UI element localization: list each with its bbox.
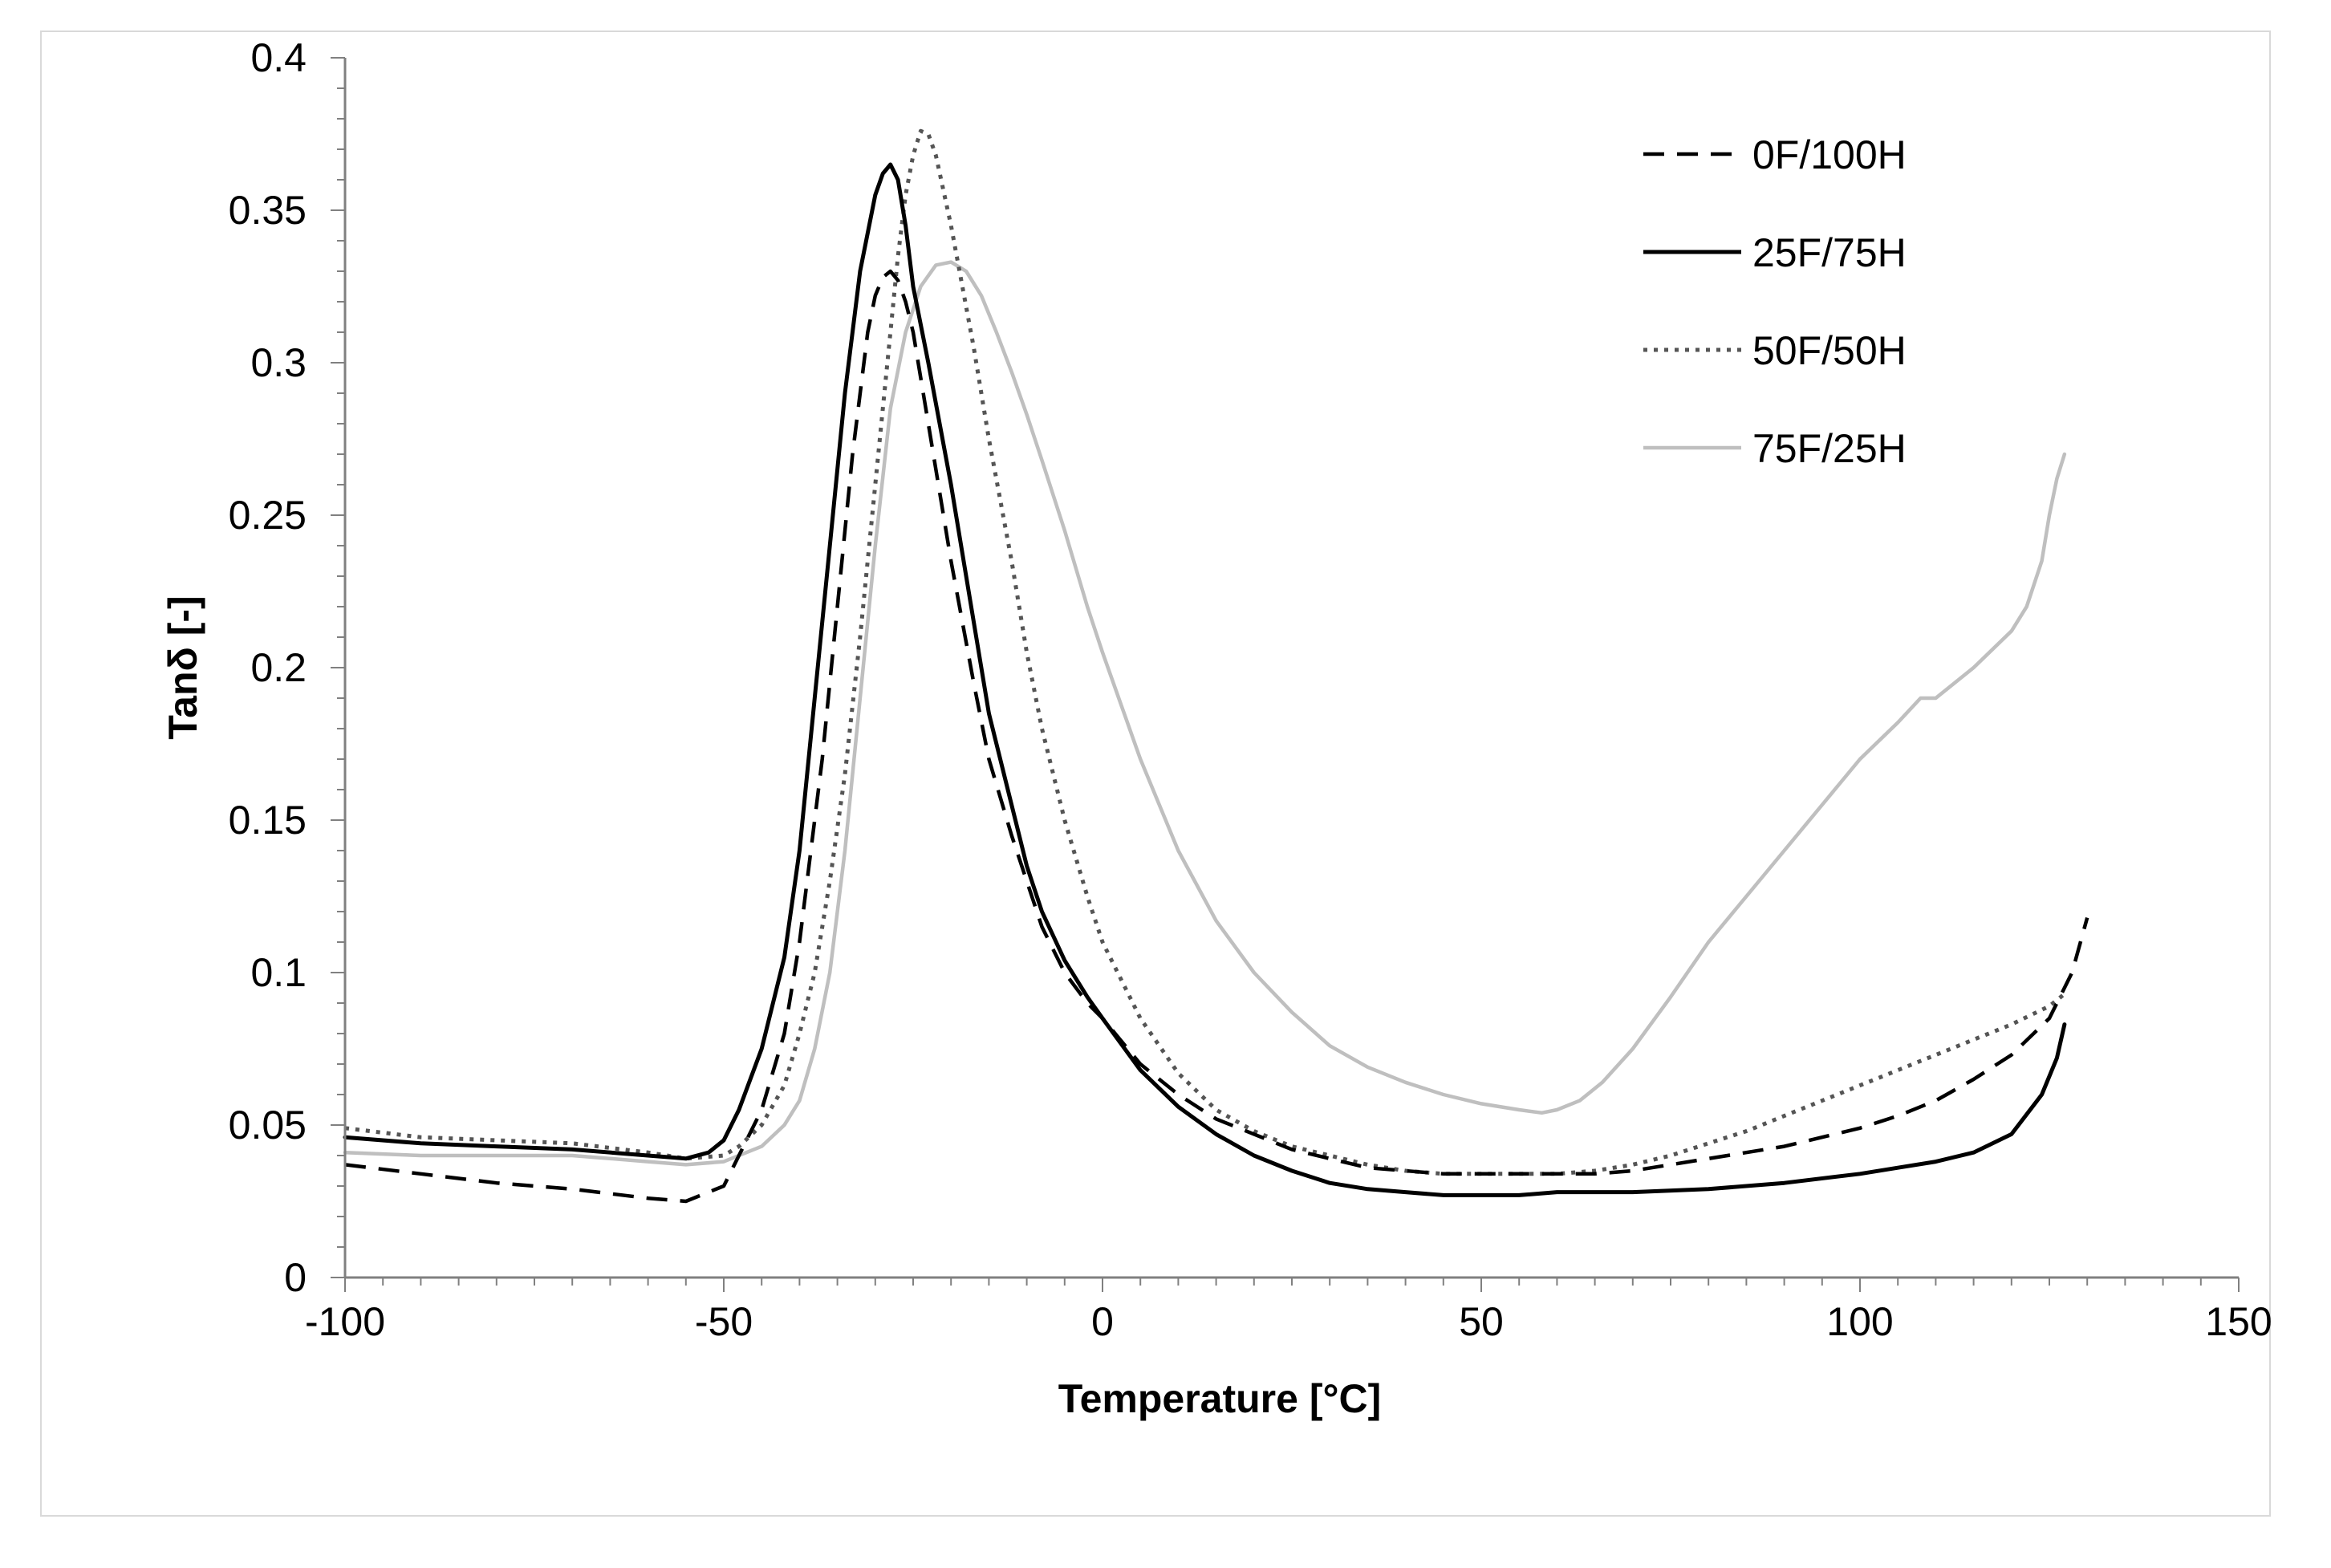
y-tick-label: 0 <box>284 1255 307 1300</box>
x-tick-label: 150 <box>2205 1299 2272 1344</box>
legend-label: 0F/100H <box>1752 132 1907 177</box>
chart-frame <box>40 30 2271 1517</box>
y-tick-label: 0.2 <box>250 645 307 690</box>
ticks: -100 -50 0 50 100 150 0 0.05 0.1 0.15 0.2 0.25 0.3 0.… <box>229 35 2272 1344</box>
y-axis-title: Tanδ [-] <box>160 595 205 739</box>
y-tick-label: 0.4 <box>250 35 307 80</box>
legend-label: 50F/50H <box>1752 328 1907 373</box>
y-tick-label: 0.35 <box>229 188 307 233</box>
x-tick-label: 100 <box>1826 1299 1893 1344</box>
legend-label: 75F/25H <box>1752 426 1907 471</box>
x-tick-label: 0 <box>1091 1299 1114 1344</box>
legend-label: 25F/75H <box>1752 230 1907 275</box>
y-tick-label: 0.1 <box>250 950 307 995</box>
legend: 0F/100H 25F/75H 50F/50H 75F/25H <box>1643 132 1907 471</box>
plot-area <box>343 128 2089 1204</box>
series-line-75F-25H <box>343 260 2067 1167</box>
series-line-50F-50H <box>344 128 2066 1176</box>
series-line-0F-100H <box>344 269 2089 1204</box>
y-tick-label: 0.3 <box>250 340 307 385</box>
x-tick-label: 50 <box>1459 1299 1504 1344</box>
x-tick-label: -50 <box>695 1299 753 1344</box>
series-line-25F-75H <box>343 162 2067 1197</box>
x-tick-label: -100 <box>305 1299 385 1344</box>
y-tick-label: 0.25 <box>229 493 307 538</box>
y-tick-label: 0.05 <box>229 1103 307 1148</box>
x-axis-title: Temperature [°C] <box>1058 1376 1381 1421</box>
y-tick-label: 0.15 <box>229 798 307 843</box>
axes <box>343 58 2239 1279</box>
